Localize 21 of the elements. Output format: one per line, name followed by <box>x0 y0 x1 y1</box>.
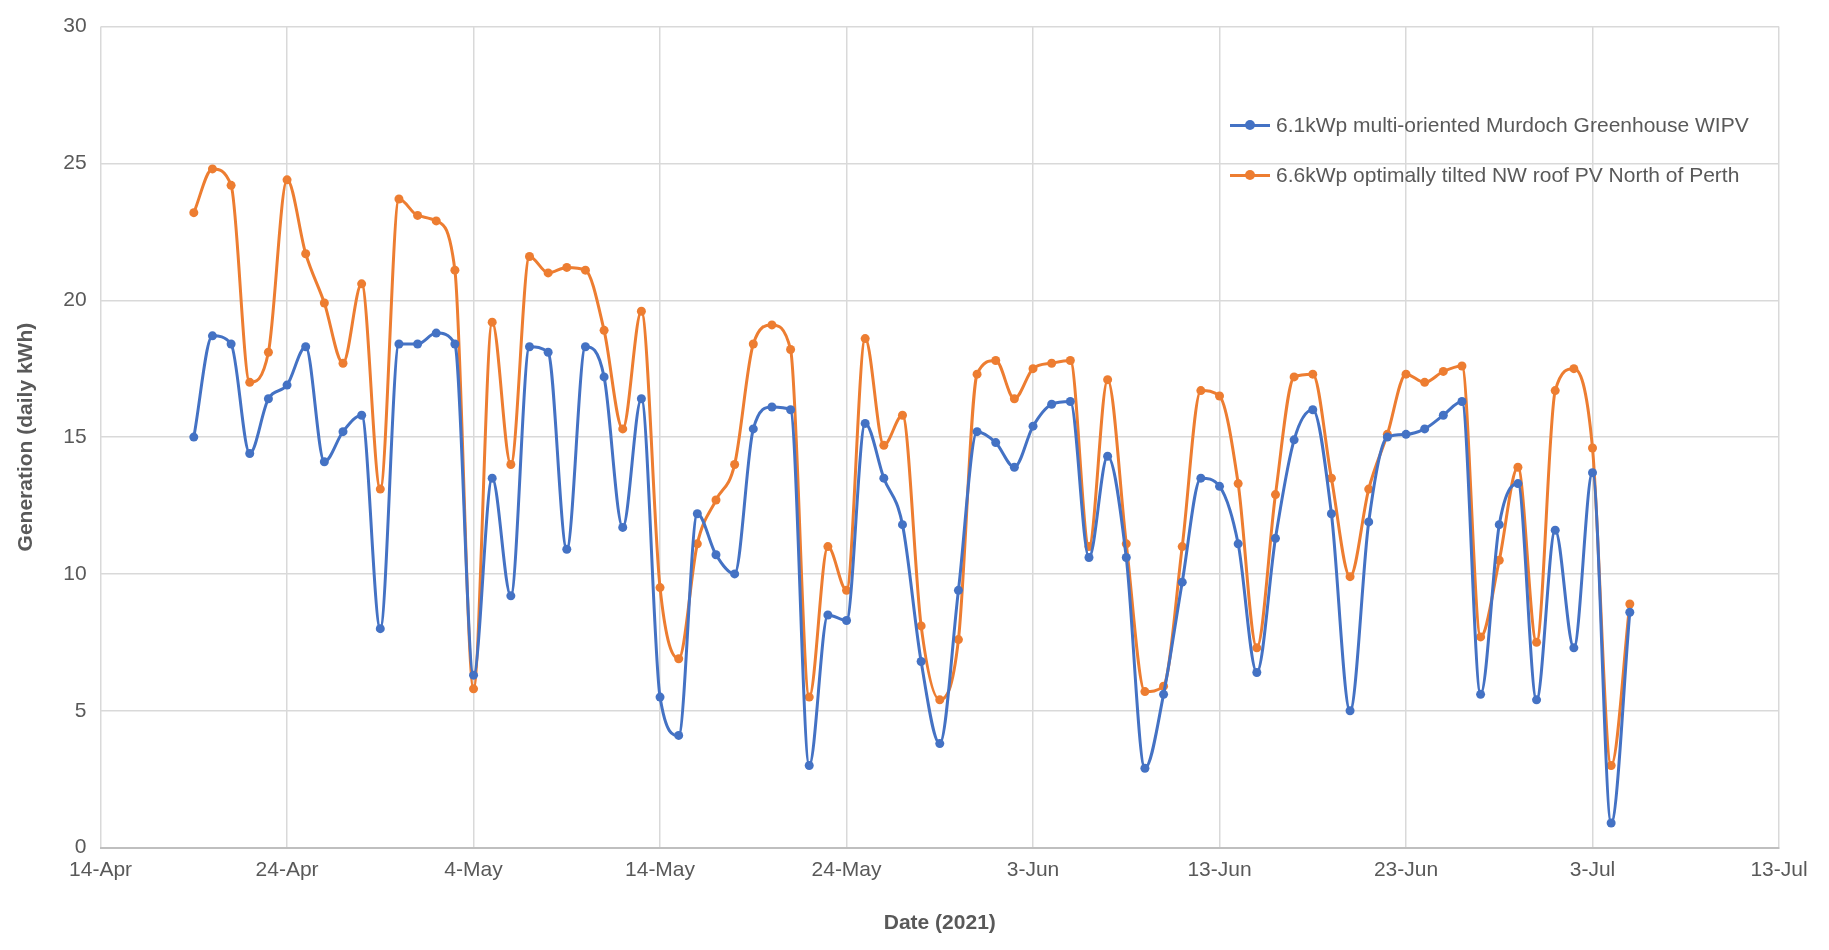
y-tick-label: 10 <box>63 560 87 584</box>
x-tick-label: 13-Jun <box>1187 857 1252 880</box>
y-tick-label: 0 <box>74 834 87 858</box>
x-tick-label: 3-Jul <box>1569 857 1616 880</box>
legend-label: 6.1kWp multi-oriented Murdoch Greenhouse WIPV <box>1276 112 1749 137</box>
x-tick-label: 24-May <box>811 857 883 880</box>
y-tick-label: 20 <box>63 287 87 311</box>
y-tick-label: 5 <box>74 697 87 721</box>
x-tick-label: 23-Jun <box>1373 857 1439 880</box>
x-tick-label: 24-Apr <box>255 857 319 880</box>
y-tick-label: 25 <box>63 150 87 174</box>
x-tick-label: 14-May <box>625 857 696 880</box>
x-tick-label: 13-Jul <box>1750 857 1808 880</box>
x-tick-label: 14-Apr <box>69 857 133 880</box>
y-tick-label: 15 <box>63 423 87 447</box>
y-tick-label: 30 <box>63 13 87 37</box>
x-tick-label: 3-Jun <box>1006 857 1060 880</box>
legend-label: 6.6kWp optimally tilted NW roof PV North of Perth <box>1276 162 1740 187</box>
x-tick-label: 4-May <box>444 857 504 880</box>
x-axis-title: Date (2021) <box>883 910 996 934</box>
y-axis-title: Generation (daily kWh) <box>13 322 37 552</box>
